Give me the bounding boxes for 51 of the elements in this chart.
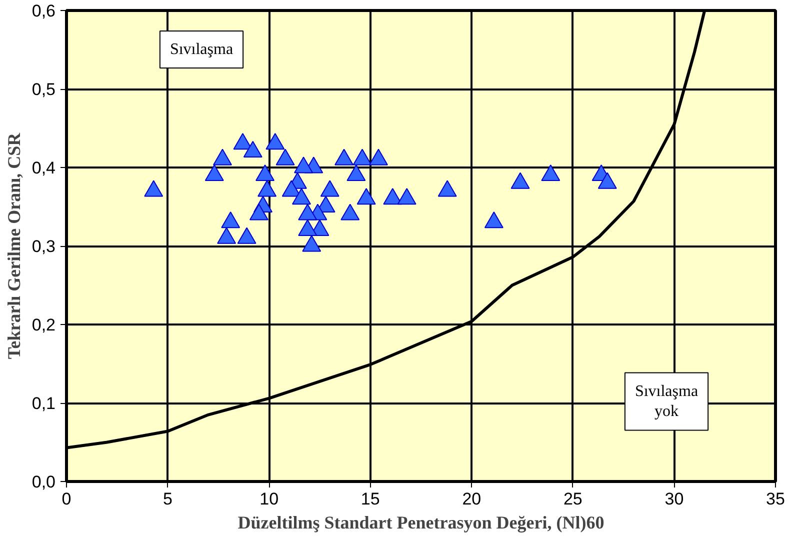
x-axis-title: Düzeltilmş Standart Penetrasyon Değeri, (Nl)60 bbox=[238, 512, 604, 532]
point bbox=[438, 180, 457, 197]
x-tick-label: 30 bbox=[664, 490, 684, 508]
point bbox=[249, 204, 268, 220]
point bbox=[397, 188, 416, 205]
point bbox=[298, 219, 318, 236]
point bbox=[221, 212, 240, 228]
point bbox=[368, 148, 388, 166]
point bbox=[334, 148, 354, 166]
point bbox=[292, 188, 311, 205]
point bbox=[217, 227, 236, 244]
point bbox=[243, 140, 262, 158]
point bbox=[346, 164, 366, 182]
point bbox=[510, 172, 530, 189]
y-tick-label: 0,6 bbox=[32, 2, 56, 20]
point bbox=[383, 188, 402, 205]
y-tick-label: 0,0 bbox=[32, 472, 56, 492]
point bbox=[298, 204, 318, 220]
y-tick-label: 0,1 bbox=[32, 394, 56, 413]
x-tick-label: 35 bbox=[766, 490, 785, 508]
y-tick-label: 0,3 bbox=[32, 237, 56, 256]
point bbox=[484, 212, 504, 228]
annotation: Sıvılaşma yok bbox=[634, 382, 698, 420]
point bbox=[302, 235, 322, 252]
point bbox=[256, 164, 275, 182]
point bbox=[258, 180, 277, 197]
x-tick-label: 5 bbox=[163, 490, 173, 508]
point bbox=[598, 172, 617, 189]
annotation: Sıvılaşma bbox=[170, 41, 234, 58]
point bbox=[237, 227, 256, 244]
x-tick-label: 0 bbox=[62, 490, 72, 508]
point bbox=[212, 148, 232, 166]
y-tick-label: 0,4 bbox=[32, 158, 56, 178]
point bbox=[276, 148, 295, 166]
point bbox=[294, 156, 314, 174]
point bbox=[144, 180, 164, 197]
point bbox=[356, 188, 376, 205]
point bbox=[266, 133, 285, 150]
point bbox=[204, 164, 224, 182]
point bbox=[541, 164, 560, 182]
x-tick-label: 25 bbox=[563, 490, 582, 508]
x-tick-label: 10 bbox=[260, 490, 279, 508]
point bbox=[340, 204, 360, 220]
x-tick-label: 20 bbox=[462, 490, 482, 508]
point bbox=[320, 180, 340, 197]
y-tick-label: 0,2 bbox=[32, 316, 56, 334]
x-tick-label: 15 bbox=[360, 490, 380, 508]
point bbox=[282, 180, 301, 197]
y-axis-title: Tekrarlı Gerilme Oranı, CSR bbox=[4, 132, 24, 360]
point bbox=[352, 148, 372, 166]
y-tick-label: 0,5 bbox=[32, 80, 56, 99]
